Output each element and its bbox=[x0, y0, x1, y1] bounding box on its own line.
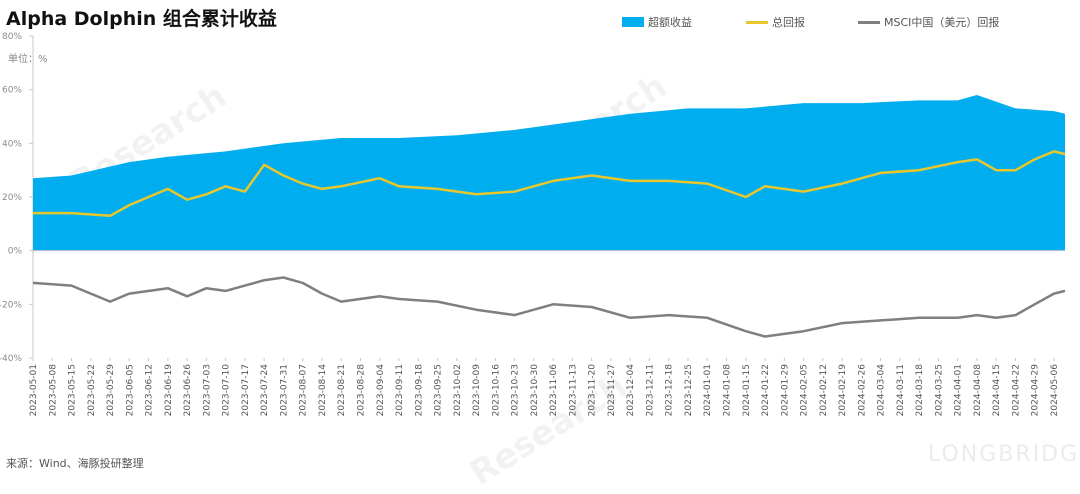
x-tick-label: 2023-05-15 bbox=[68, 364, 78, 416]
x-tick-label: 2023-12-18 bbox=[665, 364, 675, 417]
x-tick-label: 2024-05-06 bbox=[1050, 364, 1060, 417]
x-tick-label: 2023-08-28 bbox=[356, 364, 366, 417]
x-tick-label: 2023-09-25 bbox=[434, 364, 444, 416]
footer-brand-watermark: LONGBRIDGE bbox=[928, 442, 1080, 467]
x-tick-label: 2023-10-30 bbox=[530, 364, 540, 417]
x-tick-label: 2023-10-23 bbox=[511, 364, 521, 416]
legend-swatch-msci bbox=[858, 20, 880, 24]
source-note: 来源：Wind、海豚投研整理 bbox=[6, 457, 144, 470]
x-tick-label: 2024-01-29 bbox=[780, 364, 790, 417]
x-tick-label: 2023-09-04 bbox=[376, 364, 386, 417]
legend-label-total: 总回报 bbox=[772, 16, 805, 29]
x-tick-label: 2023-06-19 bbox=[164, 364, 174, 417]
x-tick-label: 2023-07-24 bbox=[260, 364, 270, 417]
x-tick-label: 2024-04-22 bbox=[1011, 364, 1021, 416]
x-tick-label: 2024-03-18 bbox=[915, 364, 925, 417]
x-tick-label: 2023-12-11 bbox=[645, 364, 655, 416]
y-tick-label: 40% bbox=[2, 139, 22, 149]
x-tick-label: 2024-02-12 bbox=[819, 364, 829, 416]
x-tick-label: 2023-08-07 bbox=[299, 364, 309, 416]
legend-swatch-total bbox=[746, 20, 768, 24]
x-tick-label: 2023-07-03 bbox=[202, 364, 212, 416]
series-area-excess bbox=[33, 95, 1065, 251]
x-tick-label: 2023-08-21 bbox=[337, 364, 347, 416]
x-tick-label: 2024-01-01 bbox=[703, 364, 713, 416]
x-tick-label: 2023-06-26 bbox=[183, 364, 193, 417]
x-tick-label: 2023-09-11 bbox=[395, 364, 405, 416]
x-tick-label: 2023-05-29 bbox=[106, 364, 116, 417]
x-tick-label: 2024-03-25 bbox=[934, 364, 944, 416]
x-tick-label: 2023-07-31 bbox=[279, 364, 289, 416]
x-tick-label: 2023-11-27 bbox=[607, 364, 617, 416]
legend-swatch-excess bbox=[622, 17, 644, 27]
x-tick-label: 2023-09-18 bbox=[414, 364, 424, 417]
chart-title: Alpha Dolphin 组合累计收益 bbox=[6, 8, 277, 30]
y-tick-label: -40% bbox=[0, 354, 22, 364]
chart-canvas: -40% -20% 0% 20% 40% 60% 80% 2023-05-01 2023-05-… bbox=[0, 32, 1066, 417]
x-tick-label: 2024-01-22 bbox=[761, 364, 771, 416]
x-tick-label: 2023-05-08 bbox=[48, 364, 58, 417]
y-tick-label: -20% bbox=[0, 300, 22, 310]
x-tick-label: 2024-04-29 bbox=[1031, 364, 1041, 417]
legend-item-total: 总回报 bbox=[746, 14, 805, 30]
x-tick-label: 2023-05-22 bbox=[87, 364, 97, 416]
x-tick-label: 2024-03-04 bbox=[877, 364, 887, 417]
x-tick-label: 2023-06-05 bbox=[125, 364, 135, 416]
x-tick-label: 2023-07-10 bbox=[222, 364, 232, 417]
x-tick-label: 2024-04-15 bbox=[992, 364, 1002, 416]
x-tick-label: 2023-10-02 bbox=[453, 364, 463, 416]
x-tick-label: 2024-02-19 bbox=[838, 364, 848, 417]
x-tick-label: 2023-11-20 bbox=[588, 364, 598, 417]
x-tick-label: 2023-10-09 bbox=[472, 364, 482, 417]
x-tick-label: 2024-01-15 bbox=[742, 364, 752, 416]
legend-item-msci: MSCI中国（美元）回报 bbox=[858, 14, 999, 30]
series-line-total bbox=[33, 150, 1066, 218]
x-tick-label: 2023-12-04 bbox=[626, 364, 636, 417]
x-tick-label: 2023-10-16 bbox=[491, 364, 501, 417]
series-line-msci bbox=[32, 276, 1066, 338]
y-tick-label: 80% bbox=[2, 32, 22, 42]
unit-label: 单位：% bbox=[8, 54, 48, 65]
legend-label-excess: 超额收益 bbox=[648, 16, 692, 29]
x-tick-label: 2023-05-01 bbox=[29, 364, 39, 416]
x-tick-label: 2024-01-08 bbox=[723, 364, 733, 417]
legend-label-msci: MSCI中国（美元）回报 bbox=[884, 16, 1000, 29]
x-tick-label: 2023-11-06 bbox=[549, 364, 559, 417]
legend-item-excess: 超额收益 bbox=[622, 14, 692, 30]
y-tick-label: 60% bbox=[2, 86, 22, 96]
x-tick-label: 2024-04-08 bbox=[973, 364, 983, 417]
x-tick-label: 2024-02-26 bbox=[857, 364, 867, 417]
x-tick-label: 2023-12-25 bbox=[684, 364, 694, 416]
x-tick-label: 2024-04-01 bbox=[954, 364, 964, 416]
y-tick-label: 20% bbox=[2, 193, 22, 203]
x-tick-label: 2023-11-13 bbox=[568, 364, 578, 416]
x-tick-label: 2023-07-17 bbox=[241, 364, 251, 416]
x-tick-label: 2024-03-11 bbox=[896, 364, 906, 416]
x-tick-label: 2024-02-05 bbox=[800, 364, 810, 416]
y-tick-label: 0% bbox=[8, 247, 23, 257]
x-tick-label: 2023-06-12 bbox=[145, 364, 155, 416]
x-tick-label: 2023-08-14 bbox=[318, 364, 328, 417]
